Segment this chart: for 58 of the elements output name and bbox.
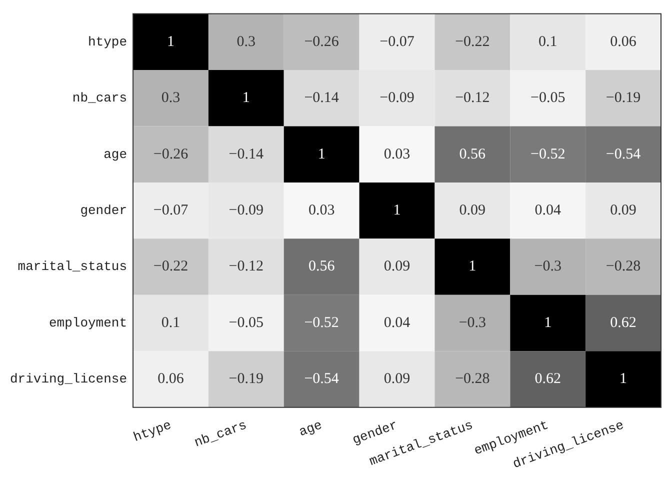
data-label: 0.03: [384, 146, 410, 162]
data-label: 0.62: [534, 371, 561, 388]
data-label: 0.09: [384, 371, 410, 388]
y-tick-label: gender: [80, 202, 128, 218]
data-label: −0.09: [380, 90, 414, 106]
data-label: 0.56: [308, 258, 336, 275]
data-label: −0.19: [228, 371, 264, 388]
data-label: −0.28: [606, 258, 641, 275]
y-tick-label: htype: [88, 34, 128, 50]
data-label: 0.1: [538, 34, 558, 50]
data-label: 0.04: [534, 202, 562, 218]
data-label: −0.05: [228, 314, 264, 331]
data-label: 0.3: [236, 34, 256, 50]
data-label: 0.3: [161, 90, 180, 106]
data-label: −0.28: [455, 371, 490, 388]
data-label: 0.04: [384, 314, 411, 331]
data-label: 0.09: [384, 258, 410, 275]
data-label: 1: [166, 34, 174, 50]
data-label: −0.09: [228, 202, 264, 218]
data-label: 1: [318, 146, 326, 162]
data-label: −0.05: [530, 90, 566, 106]
data-label: −0.12: [228, 258, 264, 275]
data-label: −0.07: [380, 34, 415, 50]
data-label: 0.09: [610, 202, 636, 218]
data-label: −0.3: [534, 258, 562, 275]
data-label: −0.52: [530, 146, 566, 162]
data-label: −0.3: [458, 314, 486, 331]
y-tick-label: nb_cars: [72, 90, 128, 106]
data-label: 0.06: [610, 34, 637, 50]
data-label: 1: [544, 314, 552, 331]
data-label: −0.07: [153, 202, 189, 218]
data-label: −0.26: [304, 34, 340, 50]
data-label: −0.14: [304, 90, 340, 106]
data-label: −0.19: [606, 90, 641, 106]
y-tick-label: age: [104, 146, 128, 162]
y-tick-label: employment: [49, 315, 128, 330]
data-label: 0.09: [459, 202, 486, 218]
y-tick-label: marital_status: [18, 259, 128, 274]
data-label: −0.54: [606, 146, 642, 162]
data-label: −0.12: [455, 90, 490, 106]
data-label: 1: [242, 90, 250, 106]
data-label: 0.1: [161, 314, 180, 331]
y-tick-label: driving_license: [10, 372, 128, 387]
data-label: 1: [620, 371, 628, 388]
x-tick-label: age: [297, 418, 324, 440]
data-label: −0.22: [455, 34, 490, 50]
data-label: −0.26: [153, 146, 189, 162]
data-label: −0.52: [304, 314, 339, 331]
data-label: −0.22: [153, 258, 188, 275]
data-label: 1: [393, 202, 401, 218]
data-label: 0.03: [308, 202, 335, 218]
x-tick-label: htype: [132, 418, 174, 445]
data-label: −0.54: [304, 371, 340, 388]
data-label: 1: [468, 258, 476, 275]
data-label: 0.56: [459, 146, 486, 162]
data-label: 0.06: [158, 371, 184, 388]
data-label: 0.62: [610, 314, 636, 331]
data-label: −0.14: [228, 146, 264, 162]
